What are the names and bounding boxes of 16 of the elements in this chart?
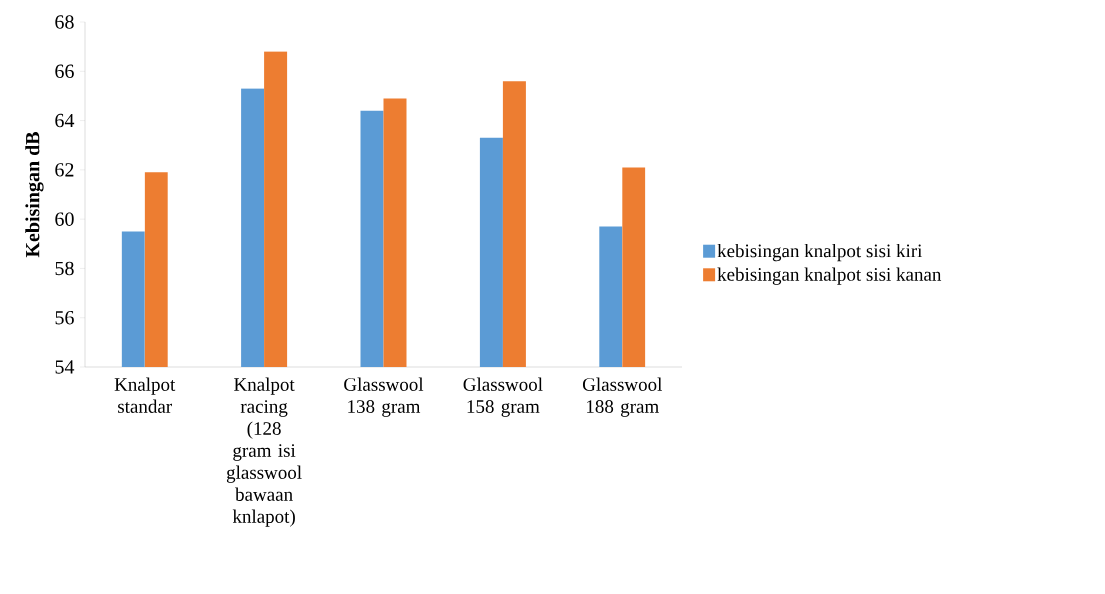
y-tick-label: 60 — [55, 212, 74, 226]
legend-label: kebisingan knalpot sisi kiri — [717, 243, 923, 262]
legend-label: kebisingan knalpot sisi kanan — [717, 267, 942, 285]
x-tick-label: Knalpot racing (128 gram isi glasswool bawaan knlapot) — [226, 377, 302, 527]
y-tick-label: 68 — [55, 15, 74, 29]
y-tick-label: 54 — [55, 360, 75, 374]
x-tick-label: Glasswool 158 gram — [463, 377, 543, 417]
x-tick-label: Knalpot standar — [114, 377, 176, 413]
y-tick-label: 66 — [55, 64, 74, 78]
x-tick-label: Glasswool 188 gram — [582, 377, 663, 417]
y-axis-title: Kebisingan dB — [25, 131, 44, 258]
y-tick-label: 64 — [55, 113, 75, 128]
y-tick-label: 56 — [55, 311, 74, 325]
y-tick-label: 58 — [55, 261, 74, 276]
x-tick-label: Glasswool 138 gram — [344, 377, 424, 417]
y-tick-label: 62 — [55, 163, 74, 177]
